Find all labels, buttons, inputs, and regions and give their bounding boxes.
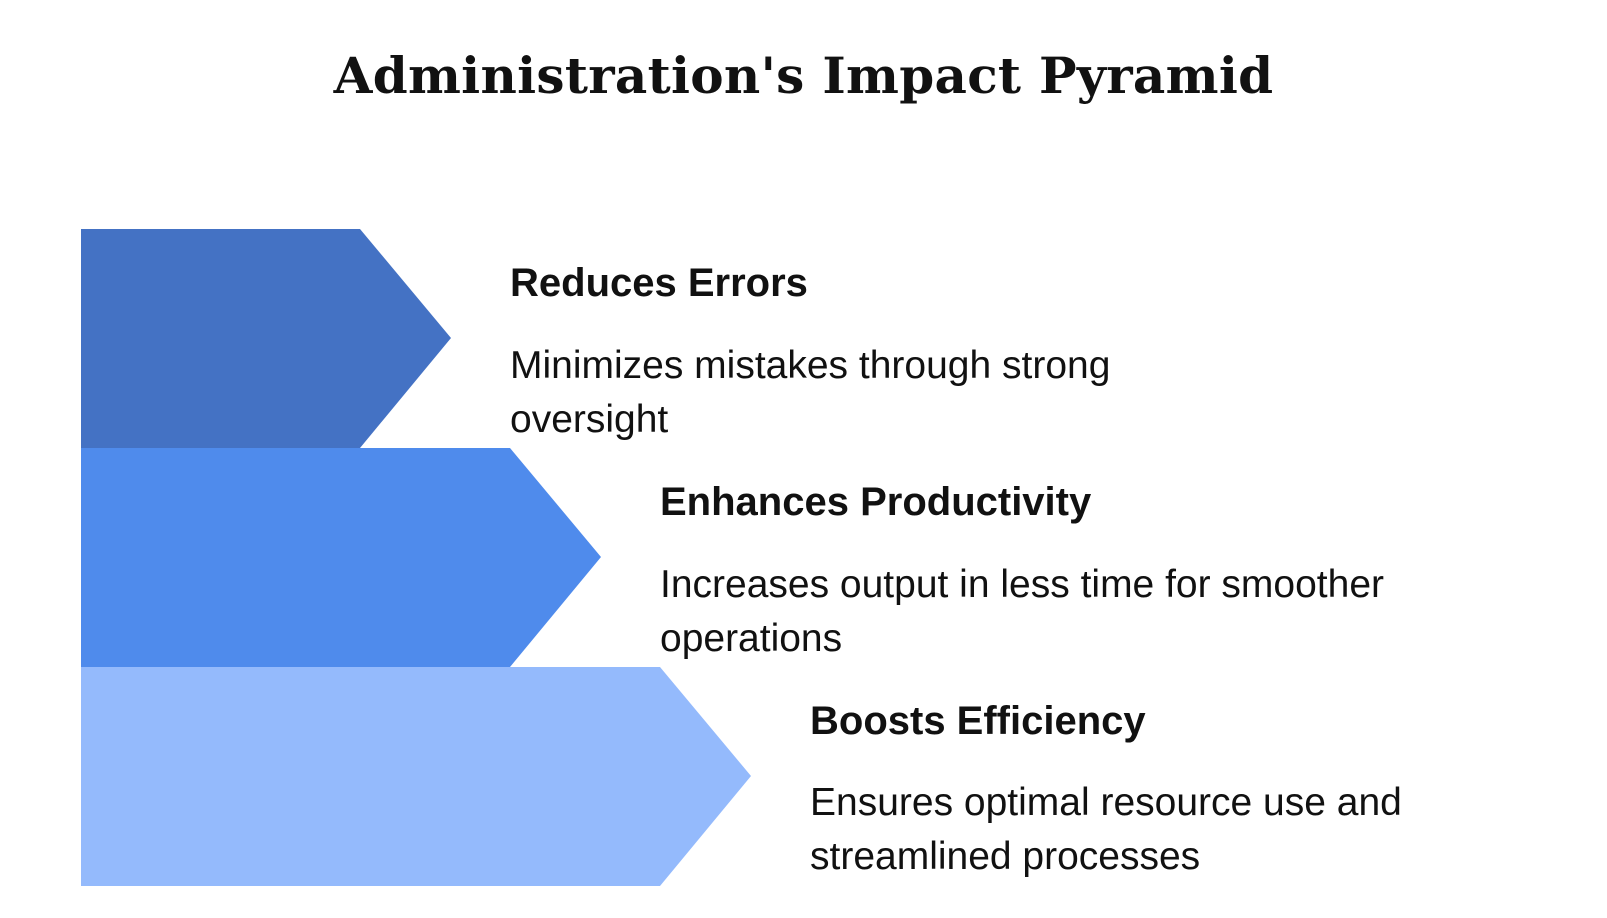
level-3-arrow-shape [81,667,751,886]
level-2-description: Increases output in less time for smooth… [660,563,1384,660]
level-3-heading: Boosts Efficiency [810,699,1146,743]
level-3-description: Ensures optimal resource use and streaml… [810,781,1402,878]
level-2-arrow-shape [81,448,601,667]
level-2-heading: Enhances Productivity [660,480,1092,524]
level-1-arrow-shape [81,229,451,448]
level-1-heading: Reduces Errors [510,261,808,305]
level-1-description: Minimizes mistakes through strong oversi… [510,344,1111,441]
diagram-title: Administration's Impact Pyramid [333,46,1274,105]
